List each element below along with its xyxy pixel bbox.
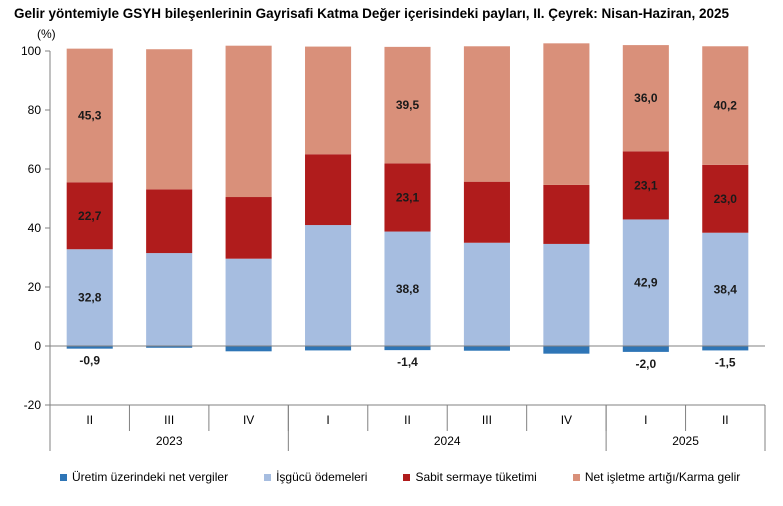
y-tick-label: 40 (28, 221, 42, 235)
bar-segment (622, 45, 669, 152)
legend-item: Üretim üzerindeki net vergiler (60, 470, 228, 484)
data-label: 23,0 (714, 192, 738, 206)
bar-segment (146, 346, 193, 348)
bar-segment (702, 346, 749, 351)
data-label: 23,1 (396, 190, 420, 204)
data-label: 45,3 (78, 108, 102, 122)
y-tick-label: 60 (28, 162, 42, 176)
data-label: 22,7 (78, 209, 102, 223)
bar-segment (622, 219, 669, 346)
data-label: -1,4 (397, 355, 418, 369)
data-label: 40,2 (714, 99, 738, 113)
x-category-label: IV (561, 413, 572, 427)
bar-segment (384, 163, 431, 232)
bar-segment (463, 242, 510, 346)
bar-segment (146, 49, 193, 190)
x-category-label: II (86, 413, 93, 427)
bar-segment (146, 189, 193, 254)
bar-segment (463, 46, 510, 182)
y-tick-label: 100 (21, 44, 41, 58)
data-label: 38,8 (396, 282, 420, 296)
data-label: 36,0 (634, 91, 658, 105)
data-label: 39,5 (396, 98, 420, 112)
x-group-label: 2025 (672, 434, 699, 448)
bar-segment (384, 46, 431, 164)
legend-item: Net işletme artığı/Karma gelir (572, 470, 741, 484)
x-category-label: II (404, 413, 411, 427)
legend-label: Net işletme artığı/Karma gelir (584, 470, 741, 484)
bar-segment (225, 346, 272, 352)
data-label: -0,9 (79, 354, 100, 368)
y-tick-label: 20 (28, 280, 42, 294)
legend-swatch (60, 473, 67, 481)
data-label: 38,4 (714, 282, 738, 296)
bar-segment (463, 181, 510, 243)
legend-label: Üretim üzerindeki net vergiler (72, 470, 229, 484)
bar-segment (305, 154, 352, 226)
legend-item: İşgücü ödemeleri (264, 470, 367, 484)
legend-swatch (264, 473, 272, 481)
bar-segment (384, 231, 431, 346)
y-tick-label: 0 (34, 339, 41, 353)
chart-legend: Üretim üzerindeki net vergiler İşgücü öde… (60, 470, 740, 484)
legend-label: Sabit sermaye tüketimi (415, 470, 537, 484)
x-group-label: 2023 (156, 434, 183, 448)
legend-swatch (572, 473, 580, 481)
legend-swatch (403, 473, 411, 481)
bar-segment (702, 232, 749, 346)
bar-segment (225, 197, 272, 259)
bar-segment (463, 346, 510, 351)
x-category-label: IV (243, 413, 254, 427)
y-unit-label: (%) (37, 27, 56, 41)
bar-segment (543, 243, 590, 346)
data-label: 23,1 (634, 178, 658, 192)
data-label: -2,0 (635, 357, 656, 371)
bar-segment (305, 46, 352, 155)
bar-segment (66, 346, 113, 349)
data-label: -1,5 (715, 355, 736, 369)
x-category-label: I (644, 413, 647, 427)
bar-segment (225, 45, 272, 198)
bar-segment (146, 253, 193, 346)
chart-title: Gelir yöntemiyle GSYH bileşenlerinin Gay… (14, 6, 730, 21)
bar-segment (702, 46, 749, 165)
y-tick-label: 80 (28, 103, 42, 117)
x-category-label: I (326, 413, 329, 427)
x-category-label: III (482, 413, 492, 427)
data-label: 42,9 (634, 276, 658, 290)
bar-segment (702, 164, 749, 233)
bar-segment (225, 258, 272, 346)
bar-segment (66, 182, 113, 250)
legend-item: Sabit sermaye tüketimi (403, 470, 537, 484)
x-category-label: III (164, 413, 174, 427)
legend-label: İşgücü ödemeleri (276, 470, 368, 484)
x-category-label: II (722, 413, 729, 427)
bar-segment (384, 346, 431, 351)
bar-segment (305, 225, 352, 346)
bar-segment (66, 249, 113, 346)
bar-segment (622, 346, 669, 352)
bar-segment (305, 346, 352, 351)
bar-segment (543, 184, 590, 244)
y-tick-label: -20 (24, 398, 42, 412)
bar-segment (543, 43, 590, 185)
data-label: 32,8 (78, 291, 102, 305)
bar-segment (622, 151, 669, 220)
x-group-label: 2024 (434, 434, 461, 448)
bar-segment (543, 346, 590, 354)
bar-segment (66, 48, 113, 183)
